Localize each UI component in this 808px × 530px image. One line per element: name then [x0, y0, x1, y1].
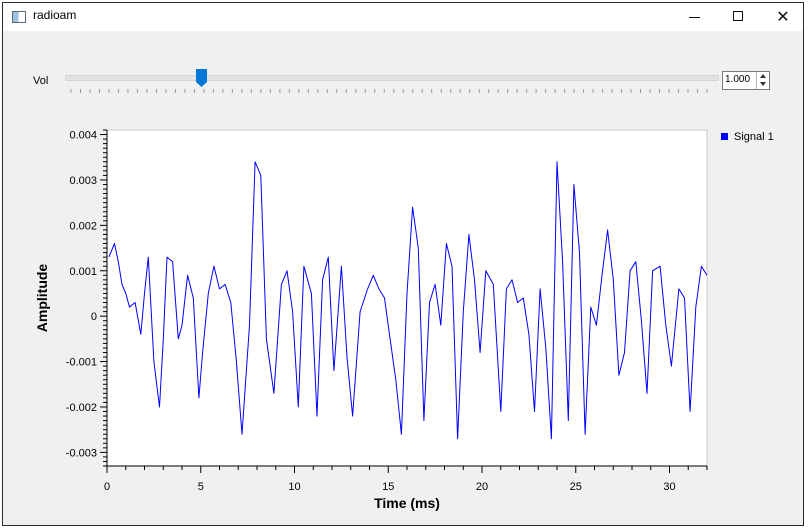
minimize-icon: [689, 17, 700, 18]
maximize-button[interactable]: [717, 3, 761, 31]
title-bar[interactable]: radioam ✕: [3, 3, 803, 31]
legend-swatch-signal-1: [721, 133, 728, 140]
y-tick-label: 0.003: [69, 175, 97, 187]
volume-slider-track[interactable]: [65, 75, 719, 81]
y-tick-label: -0.003: [66, 447, 97, 459]
minimize-button[interactable]: [673, 3, 717, 31]
y-tick-label: 0.002: [69, 220, 97, 232]
close-icon: ✕: [776, 7, 790, 26]
volume-slider-ticks: [70, 89, 708, 93]
y-tick-label: 0.004: [69, 130, 97, 142]
volume-value[interactable]: 1.000: [725, 74, 751, 85]
maximize-icon: [733, 11, 743, 21]
y-axis-label: Amplitude: [34, 264, 50, 333]
chart-legend: Signal 1: [721, 131, 774, 143]
y-tick-label: -0.001: [66, 357, 97, 369]
spin-up-icon[interactable]: [757, 72, 769, 80]
x-tick-label: 15: [382, 481, 394, 493]
x-tick-label: 5: [198, 481, 204, 493]
volume-label: Vol: [33, 75, 49, 87]
x-tick-label: 20: [476, 481, 488, 493]
volume-slider-handle[interactable]: [196, 69, 208, 87]
x-tick-label: 25: [570, 481, 582, 493]
x-tick-label: 0: [104, 481, 110, 493]
legend-label-signal-1: Signal 1: [734, 131, 774, 143]
signal-chart: 0 5 10 15 20 25 30 -0.003 -0.002 -0.001 0 0.001 0.00…: [34, 129, 708, 511]
app-window-icon: [12, 11, 26, 23]
x-tick-label: 10: [288, 481, 300, 493]
y-tick-label: 0.001: [69, 266, 97, 278]
x-axis-label: Time (ms): [374, 495, 440, 511]
series-line-signal-1: [108, 161, 708, 440]
spin-arrows: [756, 72, 769, 89]
close-button[interactable]: ✕: [761, 3, 805, 31]
volume-spinbox[interactable]: 1.000: [722, 71, 770, 90]
y-tick-label: -0.002: [66, 402, 97, 414]
y-tick-label: 0: [91, 311, 97, 323]
x-tick-label: 30: [663, 481, 675, 493]
spin-down-icon[interactable]: [757, 80, 769, 88]
window-title: radioam: [33, 8, 77, 22]
